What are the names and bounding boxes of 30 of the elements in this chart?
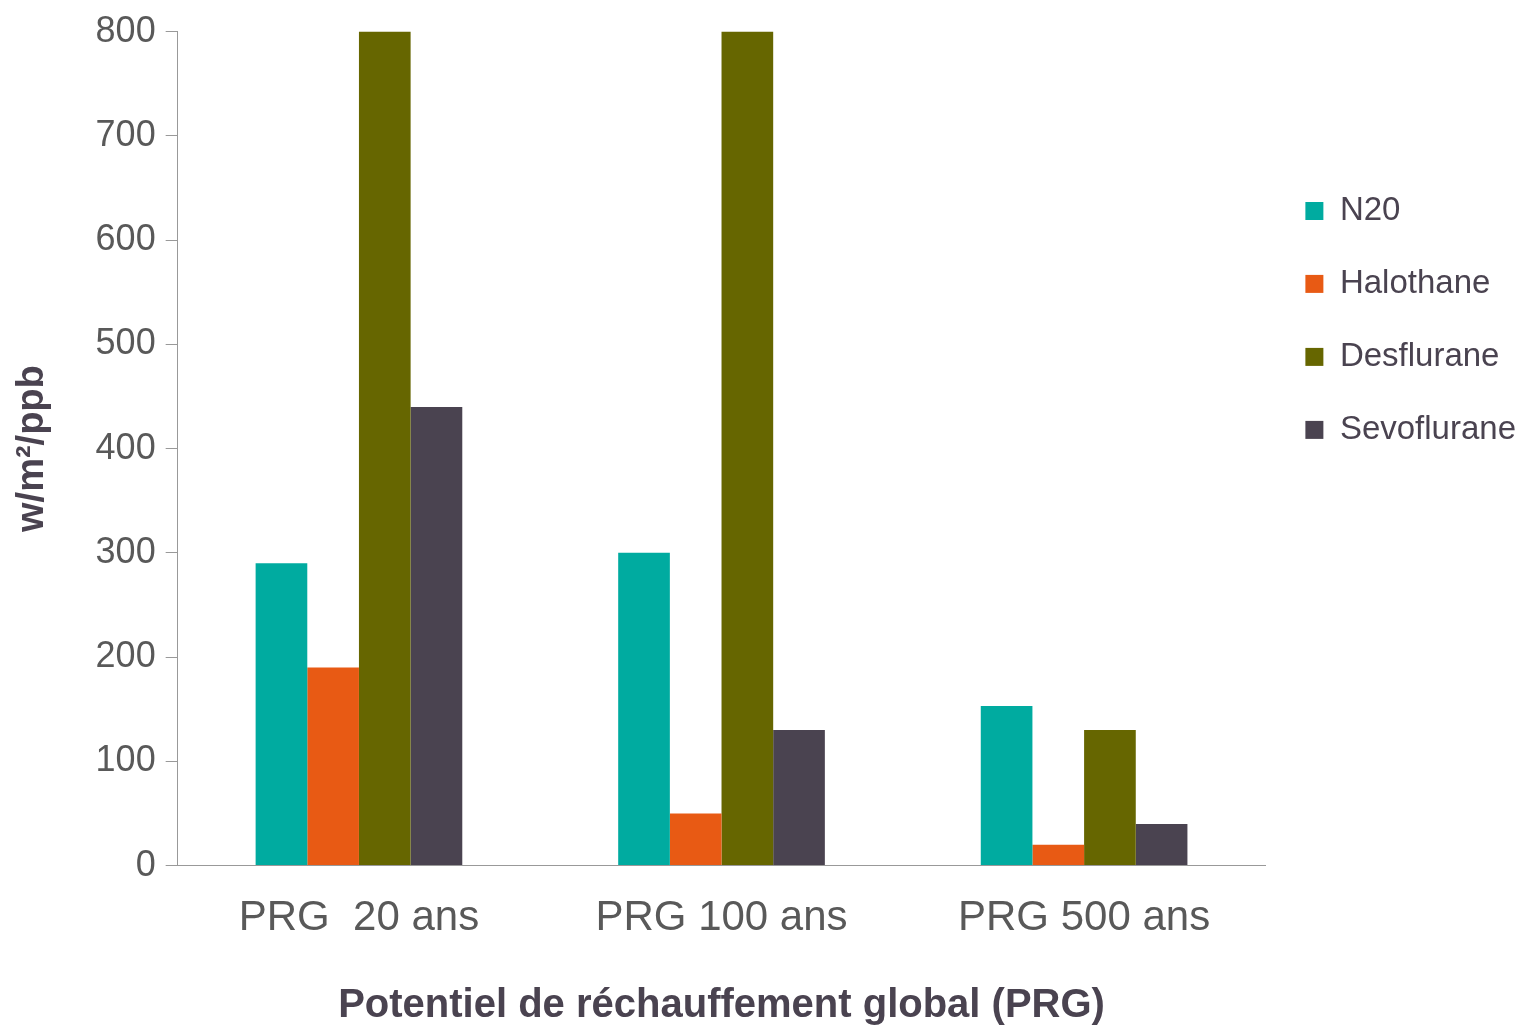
y-tick-label: 600 [95, 217, 156, 259]
bar [358, 31, 411, 866]
bar [773, 730, 825, 866]
x-tick-label: PRG 100 ans [595, 892, 848, 940]
legend-label: N20 [1339, 189, 1401, 227]
y-axis-title: w/m²/ppb [9, 365, 52, 533]
bar [669, 813, 722, 866]
legend-label: Sevoflurane [1339, 408, 1517, 446]
bar [1135, 823, 1188, 866]
y-tick-label: 300 [95, 529, 156, 571]
y-tick-label: 100 [95, 738, 156, 780]
bar [721, 31, 774, 866]
x-tick-label: PRG 20 ans [238, 892, 480, 940]
y-tick-label: 200 [95, 634, 156, 676]
y-tick-label: 800 [95, 8, 156, 50]
y-tick-label: 400 [95, 425, 156, 467]
x-axis-title: Potentiel de réchauffement global (PRG) [338, 981, 1105, 1026]
bar [410, 406, 463, 866]
x-tick-label: PRG 500 ans [958, 892, 1211, 940]
y-tick-label: 500 [95, 321, 156, 363]
bar [307, 667, 359, 866]
bar [255, 563, 308, 866]
legend-label: Halothane [1339, 262, 1491, 300]
legend-label: Desflurane [1339, 335, 1500, 373]
bar [980, 706, 1033, 866]
y-tick-label: 0 [135, 842, 156, 884]
y-tick-label: 700 [95, 112, 156, 154]
bar [1032, 844, 1085, 866]
bar [1084, 730, 1136, 866]
bar [618, 552, 670, 866]
